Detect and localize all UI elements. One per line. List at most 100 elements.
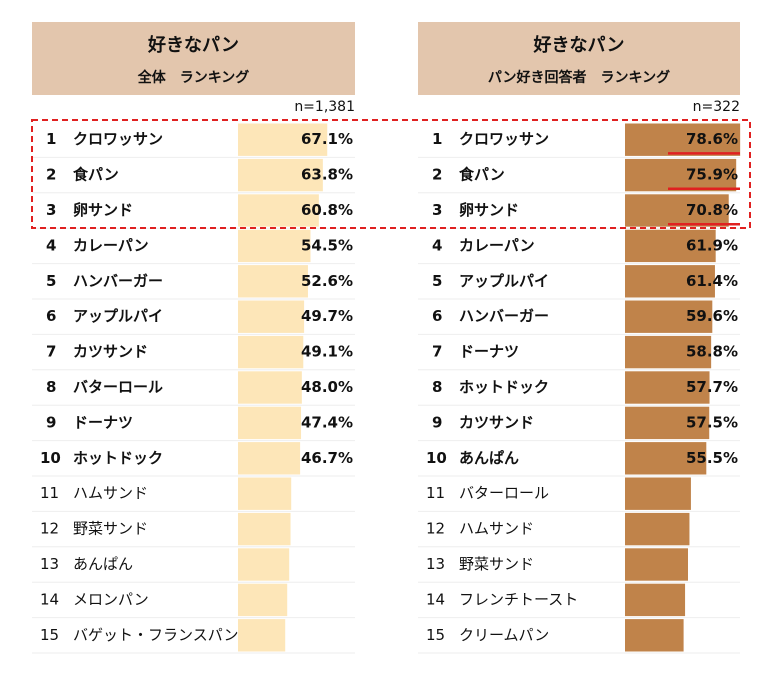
bar: [238, 477, 292, 510]
bar: [625, 335, 712, 369]
panel-subtitle: パン好き回答者 ランキング: [488, 69, 670, 86]
bar: [238, 548, 290, 581]
sample-size: n=322: [693, 99, 740, 115]
value-label: 70.8%: [686, 201, 738, 219]
value-label: 47.4%: [301, 413, 353, 431]
rank: 11: [40, 484, 59, 502]
category: ドーナツ: [73, 413, 133, 431]
value-label: 60.8%: [301, 201, 353, 219]
rank: 2: [46, 166, 56, 184]
category: 卵サンド: [459, 201, 519, 219]
bar: [625, 442, 707, 475]
bar: [238, 123, 328, 156]
rank: 9: [46, 413, 56, 431]
category: バターロール: [73, 378, 163, 396]
bar: [625, 158, 737, 192]
category: バゲット・フランスパン: [73, 626, 238, 644]
rank: 15: [40, 626, 59, 644]
bar: [625, 619, 684, 652]
rank: 4: [432, 236, 442, 254]
rank: 3: [46, 201, 56, 219]
rank: 12: [426, 520, 445, 538]
category: あんぱん: [73, 555, 133, 573]
bar: [625, 265, 715, 298]
rank: 2: [432, 166, 442, 184]
rank: 11: [426, 484, 445, 502]
bar: [625, 229, 716, 263]
bar: [238, 442, 301, 475]
value-label: 57.7%: [686, 378, 738, 396]
value-label: 61.9%: [686, 236, 738, 254]
bar: [238, 158, 323, 192]
category: フレンチトースト: [459, 590, 578, 608]
category: カレーパン: [73, 236, 149, 254]
bar: [238, 583, 288, 617]
category: 食パン: [73, 166, 119, 184]
rank: 10: [40, 449, 61, 467]
category: クロワッサン: [459, 130, 549, 148]
bar: [238, 619, 286, 652]
bar: [625, 300, 713, 333]
value-label: 52.6%: [301, 272, 353, 290]
rank: 12: [40, 520, 59, 538]
bar: [238, 265, 308, 298]
rank: 15: [426, 626, 445, 644]
category: ホットドック: [73, 449, 163, 467]
rank: 8: [432, 378, 442, 396]
category: クリームパン: [459, 626, 549, 644]
category: ハムサンド: [459, 520, 534, 538]
value-label: 55.5%: [686, 449, 738, 467]
category: ホットドック: [459, 378, 549, 396]
value-label: 78.6%: [686, 130, 738, 148]
bar: [238, 512, 291, 546]
category: あんぱん: [459, 449, 519, 467]
bar: [238, 371, 302, 404]
bar: [238, 229, 311, 263]
bar: [625, 123, 741, 156]
panel-title: 好きなパン: [533, 34, 625, 56]
bar: [238, 194, 319, 227]
rank: 13: [426, 555, 445, 573]
category: メロンパン: [73, 590, 149, 608]
bar: [625, 477, 691, 510]
bar: [625, 548, 688, 581]
rank: 7: [432, 343, 442, 361]
highlight-box: [31, 119, 751, 229]
rank: 14: [40, 590, 59, 608]
value-label: 67.1%: [301, 130, 353, 148]
bar: [238, 335, 304, 369]
category: カツサンド: [73, 343, 148, 361]
rank: 10: [426, 449, 447, 467]
header-bg: [32, 22, 355, 95]
rank: 4: [46, 236, 56, 254]
rank: 1: [46, 130, 56, 148]
rank: 5: [432, 272, 442, 290]
value-label: 58.8%: [686, 343, 738, 361]
bar: [238, 406, 302, 440]
value-label: 61.4%: [686, 272, 738, 290]
category: ハンバーガー: [73, 272, 163, 290]
panel-title: 好きなパン: [147, 34, 239, 56]
category: カレーパン: [459, 236, 535, 254]
sample-size: n=1,381: [294, 99, 355, 115]
category: 野菜サンド: [459, 555, 534, 573]
rank: 8: [46, 378, 56, 396]
bar: [625, 406, 710, 440]
category: バターロール: [459, 484, 549, 502]
value-label: 54.5%: [301, 236, 353, 254]
value-label: 49.1%: [301, 343, 353, 361]
value-label: 49.7%: [301, 307, 353, 325]
bar: [625, 371, 710, 404]
rank: 6: [432, 307, 442, 325]
bar: [625, 512, 690, 546]
category: クロワッサン: [73, 130, 163, 148]
bar: [625, 194, 729, 227]
value-label: 57.5%: [686, 413, 738, 431]
value-label: 63.8%: [301, 166, 353, 184]
rank: 5: [46, 272, 56, 290]
category: アップルパイ: [73, 307, 163, 325]
header-bg: [418, 22, 740, 95]
value-label: 46.7%: [301, 449, 353, 467]
category: カツサンド: [459, 413, 534, 431]
category: ハムサンド: [73, 484, 148, 502]
